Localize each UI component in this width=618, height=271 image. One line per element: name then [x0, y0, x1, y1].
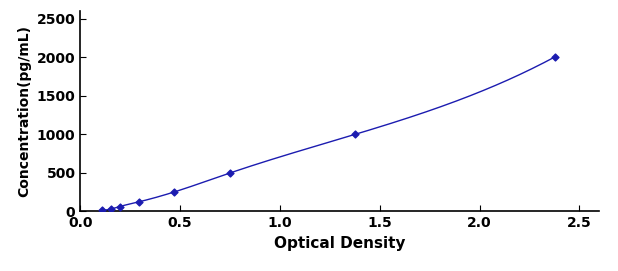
Point	[169, 190, 179, 194]
Point	[350, 132, 360, 136]
Point	[106, 207, 116, 211]
Point	[549, 55, 559, 59]
Point	[115, 204, 125, 209]
Y-axis label: Concentration(pg/mL): Concentration(pg/mL)	[17, 25, 31, 197]
Point	[97, 208, 107, 212]
Point	[226, 171, 235, 175]
X-axis label: Optical Density: Optical Density	[274, 236, 405, 251]
Point	[134, 199, 144, 204]
